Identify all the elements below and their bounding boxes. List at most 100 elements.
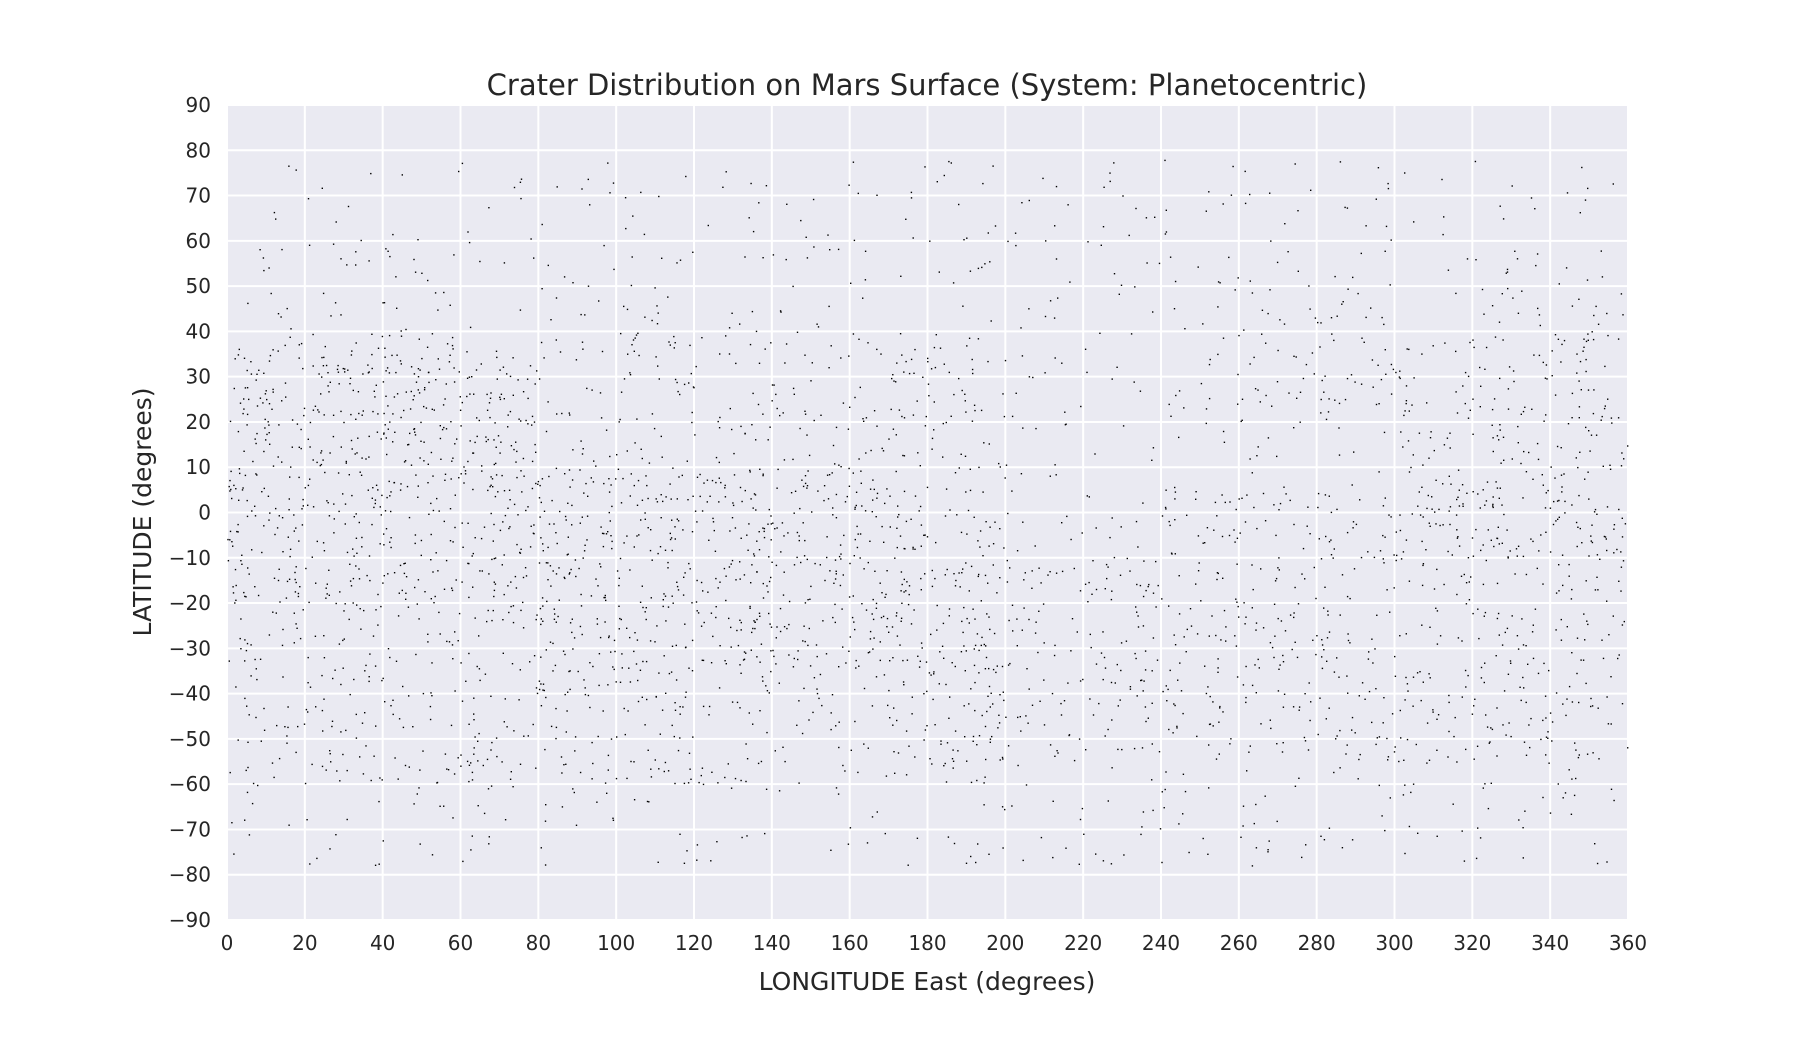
crater-point bbox=[989, 628, 991, 631]
crater-point bbox=[985, 758, 987, 761]
crater-point bbox=[1472, 555, 1475, 557]
crater-point bbox=[332, 435, 335, 438]
crater-point bbox=[273, 211, 276, 214]
crater-point bbox=[1273, 603, 1276, 605]
crater-point bbox=[610, 535, 612, 537]
crater-point bbox=[865, 452, 867, 454]
crater-point bbox=[1609, 468, 1612, 470]
crater-point bbox=[415, 381, 418, 383]
crater-point bbox=[910, 518, 912, 520]
crater-point bbox=[408, 516, 411, 519]
crater-point bbox=[1007, 240, 1009, 243]
crater-point bbox=[1331, 333, 1333, 335]
crater-point bbox=[1417, 505, 1419, 507]
crater-point bbox=[1186, 628, 1188, 631]
crater-point bbox=[691, 602, 693, 604]
crater-point bbox=[379, 506, 381, 508]
crater-point bbox=[1279, 664, 1281, 666]
crater-point bbox=[540, 705, 543, 707]
crater-point bbox=[1229, 501, 1231, 503]
crater-point bbox=[373, 755, 375, 757]
crater-point bbox=[962, 305, 964, 307]
crater-point bbox=[629, 495, 631, 497]
crater-point bbox=[942, 622, 945, 625]
crater-point bbox=[452, 817, 454, 819]
crater-point bbox=[973, 664, 976, 667]
crater-point bbox=[399, 564, 402, 567]
crater-point bbox=[1107, 800, 1109, 802]
crater-point bbox=[1336, 315, 1338, 317]
crater-point bbox=[1217, 353, 1219, 356]
crater-point bbox=[931, 437, 934, 440]
crater-point bbox=[385, 437, 387, 439]
crater-point bbox=[564, 515, 567, 518]
crater-point bbox=[695, 601, 698, 603]
crater-point bbox=[451, 344, 454, 347]
crater-point bbox=[1484, 783, 1486, 785]
crater-point bbox=[1623, 458, 1625, 460]
crater-point bbox=[434, 292, 437, 294]
crater-point bbox=[1587, 389, 1590, 391]
crater-point bbox=[352, 577, 355, 580]
crater-point bbox=[479, 679, 481, 682]
crater-point bbox=[1324, 494, 1327, 496]
crater-point bbox=[745, 652, 747, 654]
crater-point bbox=[1152, 592, 1155, 594]
crater-point bbox=[377, 624, 379, 626]
crater-point bbox=[399, 489, 402, 491]
crater-point bbox=[1136, 583, 1138, 586]
crater-point bbox=[1601, 415, 1603, 418]
crater-point bbox=[1592, 338, 1595, 341]
crater-point bbox=[1276, 381, 1279, 383]
crater-point bbox=[480, 537, 483, 540]
crater-point bbox=[858, 665, 860, 667]
crater-point bbox=[1312, 639, 1314, 641]
crater-point bbox=[1330, 539, 1332, 541]
crater-point bbox=[1078, 863, 1080, 865]
crater-point bbox=[1339, 767, 1341, 769]
crater-point bbox=[1195, 583, 1197, 585]
crater-point bbox=[1011, 805, 1013, 807]
crater-point bbox=[893, 707, 895, 709]
crater-point bbox=[1522, 555, 1525, 558]
crater-point bbox=[315, 582, 317, 584]
crater-point bbox=[1167, 688, 1169, 691]
crater-point bbox=[361, 414, 363, 416]
crater-point bbox=[318, 373, 320, 375]
crater-point bbox=[889, 495, 891, 497]
crater-point bbox=[768, 556, 770, 558]
crater-point bbox=[1323, 839, 1326, 841]
crater-point bbox=[898, 409, 901, 411]
crater-point bbox=[1161, 515, 1164, 517]
crater-point bbox=[1285, 493, 1287, 495]
crater-point bbox=[676, 518, 678, 520]
crater-point bbox=[458, 612, 461, 615]
crater-point bbox=[346, 769, 348, 772]
crater-point bbox=[1320, 835, 1322, 837]
crater-point bbox=[1119, 574, 1122, 576]
crater-point bbox=[1256, 527, 1258, 530]
crater-point bbox=[651, 413, 654, 415]
crater-point bbox=[963, 239, 965, 241]
crater-point bbox=[417, 579, 420, 581]
crater-point bbox=[1304, 693, 1306, 695]
crater-point bbox=[852, 472, 854, 474]
crater-point bbox=[1576, 672, 1578, 675]
crater-point bbox=[573, 637, 576, 639]
crater-point bbox=[1506, 268, 1509, 271]
crater-point bbox=[418, 787, 420, 789]
crater-point bbox=[1510, 662, 1512, 664]
crater-point bbox=[1038, 610, 1040, 612]
crater-point bbox=[623, 378, 626, 380]
crater-point bbox=[1444, 342, 1446, 344]
crater-point bbox=[1239, 532, 1241, 534]
crater-point bbox=[977, 575, 979, 578]
crater-point bbox=[1136, 695, 1138, 697]
crater-point bbox=[875, 602, 878, 605]
crater-point bbox=[582, 557, 584, 559]
crater-point bbox=[543, 689, 545, 692]
crater-point bbox=[889, 526, 891, 528]
crater-point bbox=[1352, 276, 1354, 279]
crater-point bbox=[361, 722, 364, 724]
x-tick-label: 260 bbox=[1220, 931, 1258, 955]
